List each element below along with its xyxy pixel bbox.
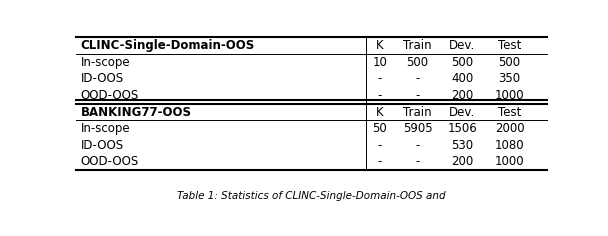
Text: -: -	[378, 72, 382, 85]
Text: 5905: 5905	[403, 122, 432, 135]
Text: 1506: 1506	[447, 122, 477, 135]
Text: Train: Train	[403, 105, 432, 118]
Text: 200: 200	[451, 155, 474, 168]
Text: 10: 10	[373, 56, 387, 69]
Text: -: -	[378, 89, 382, 102]
Text: 2000: 2000	[495, 122, 524, 135]
Text: Test: Test	[498, 39, 521, 52]
Text: -: -	[378, 139, 382, 152]
Text: ID-OOS: ID-OOS	[81, 139, 124, 152]
Text: CLINC-Single-Domain-OOS: CLINC-Single-Domain-OOS	[81, 39, 255, 52]
Text: Dev.: Dev.	[449, 105, 475, 118]
Text: 1000: 1000	[495, 155, 524, 168]
Text: 50: 50	[373, 122, 387, 135]
Text: OOD-OOS: OOD-OOS	[81, 89, 139, 102]
Text: In-scope: In-scope	[81, 56, 130, 69]
Text: 1000: 1000	[495, 89, 524, 102]
Text: 500: 500	[499, 56, 520, 69]
Text: Dev.: Dev.	[449, 39, 475, 52]
Text: -: -	[415, 72, 420, 85]
Text: 1080: 1080	[495, 139, 524, 152]
Text: -: -	[378, 155, 382, 168]
Text: K: K	[376, 105, 384, 118]
Text: 400: 400	[451, 72, 474, 85]
Text: 500: 500	[451, 56, 474, 69]
Text: -: -	[415, 155, 420, 168]
Text: In-scope: In-scope	[81, 122, 130, 135]
Text: -: -	[415, 89, 420, 102]
Text: 530: 530	[451, 139, 474, 152]
Text: -: -	[415, 139, 420, 152]
Text: 200: 200	[451, 89, 474, 102]
Text: Test: Test	[498, 105, 521, 118]
Text: 350: 350	[499, 72, 520, 85]
Text: BANKING77-OOS: BANKING77-OOS	[81, 105, 192, 118]
Text: OOD-OOS: OOD-OOS	[81, 155, 139, 168]
Text: Table 1: Statistics of CLINC-Single-Domain-OOS and: Table 1: Statistics of CLINC-Single-Doma…	[178, 190, 446, 201]
Text: Train: Train	[403, 39, 432, 52]
Text: ID-OOS: ID-OOS	[81, 72, 124, 85]
Text: K: K	[376, 39, 384, 52]
Text: 500: 500	[407, 56, 429, 69]
